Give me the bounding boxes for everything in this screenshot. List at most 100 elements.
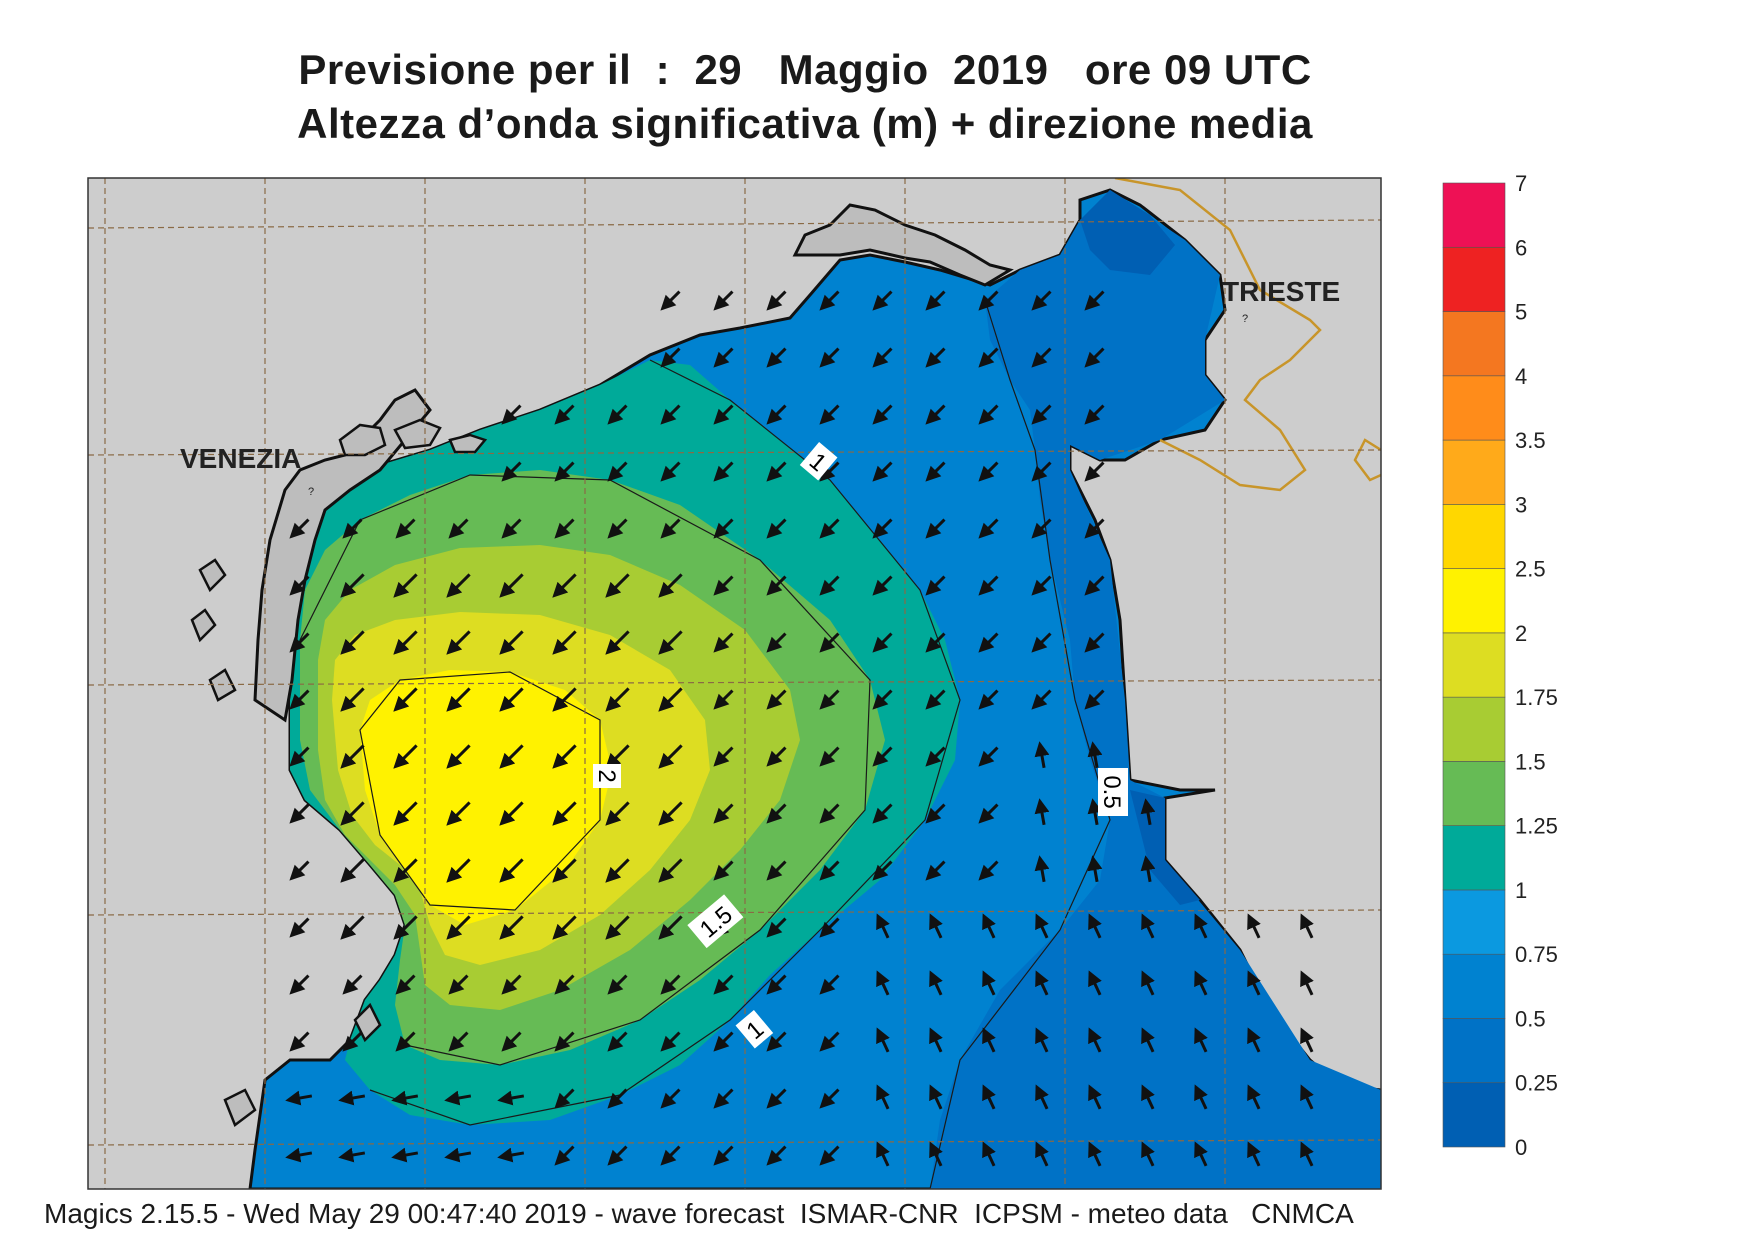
direction-arrow	[978, 860, 999, 881]
direction-arrow	[766, 632, 787, 653]
direction-arrow	[342, 1031, 363, 1052]
direction-arrow	[501, 518, 522, 539]
direction-arrow	[766, 917, 787, 938]
direction-arrow	[713, 803, 734, 824]
direction-arrow	[499, 573, 524, 598]
direction-arrow	[876, 913, 890, 939]
direction-arrow	[446, 801, 471, 826]
direction-arrow	[1087, 741, 1103, 769]
mean-direction-arrows	[285, 290, 1314, 1167]
direction-arrow	[876, 1141, 890, 1167]
direction-arrow	[1141, 970, 1155, 996]
direction-arrow	[448, 1031, 469, 1052]
direction-arrow	[340, 801, 365, 826]
direction-arrow	[1035, 913, 1049, 939]
direction-arrow	[1031, 632, 1052, 653]
direction-arrow	[289, 860, 310, 881]
direction-arrow	[1088, 1084, 1102, 1110]
direction-arrow	[1087, 855, 1103, 883]
direction-arrow	[658, 630, 683, 655]
direction-arrow	[497, 1090, 525, 1106]
direction-arrow	[607, 1145, 628, 1166]
map-title-line2: Altezza d’onda significativa (m) + direz…	[297, 100, 1313, 147]
footer-credits: Magics 2.15.5 - Wed May 29 00:47:40 2019…	[44, 1198, 1354, 1229]
direction-arrow	[929, 1141, 943, 1167]
direction-arrow	[978, 518, 999, 539]
direction-arrow	[925, 575, 946, 596]
direction-arrow	[978, 632, 999, 653]
direction-arrow	[713, 1145, 734, 1166]
direction-arrow	[876, 1084, 890, 1110]
colorbar-swatch	[1442, 632, 1506, 698]
direction-arrow	[1084, 290, 1105, 311]
direction-arrow	[338, 1147, 366, 1163]
direction-arrow	[766, 404, 787, 425]
direction-arrow	[1031, 575, 1052, 596]
direction-arrow	[819, 746, 840, 767]
colorbar-tick-label: 0.25	[1515, 1071, 1558, 1096]
direction-arrow	[872, 746, 893, 767]
colorbar: 7 6 5 4 3.5 3 2.5 2 1.75 1.5 1.25 1 0.75 0.5 0.25 0	[1442, 171, 1558, 1160]
direction-arrow	[448, 974, 469, 995]
direction-arrow	[1088, 970, 1102, 996]
colorbar-tick-label: 4	[1515, 364, 1527, 389]
direction-arrow	[819, 1088, 840, 1109]
colorbar-tick-label: 2.5	[1515, 557, 1546, 582]
direction-arrow	[393, 687, 418, 712]
direction-arrow	[1247, 1141, 1261, 1167]
direction-arrow	[552, 630, 577, 655]
colorbar-tick-label: 1.25	[1515, 814, 1558, 839]
direction-arrow	[660, 461, 681, 482]
direction-arrow	[929, 970, 943, 996]
direction-arrow	[766, 575, 787, 596]
direction-arrow	[929, 1084, 943, 1110]
direction-arrow	[446, 858, 471, 883]
direction-arrow	[393, 573, 418, 598]
lagoon-islands	[190, 418, 488, 1127]
direction-arrow	[605, 858, 630, 883]
direction-arrow	[819, 860, 840, 881]
direction-arrow	[1035, 1141, 1049, 1167]
direction-arrow	[554, 1145, 575, 1166]
direction-arrow	[552, 801, 577, 826]
direction-arrow	[766, 689, 787, 710]
direction-arrow	[1194, 913, 1208, 939]
direction-arrow	[501, 974, 522, 995]
direction-arrow	[872, 632, 893, 653]
direction-arrow	[501, 461, 522, 482]
direction-arrow	[978, 461, 999, 482]
direction-arrow	[925, 461, 946, 482]
direction-arrow	[554, 1031, 575, 1052]
direction-arrow	[925, 290, 946, 311]
direction-arrow	[393, 744, 418, 769]
direction-arrow	[1088, 1141, 1102, 1167]
direction-arrow	[1300, 970, 1314, 996]
direction-arrow	[444, 1090, 472, 1106]
direction-arrow	[1035, 1027, 1049, 1053]
svg-text:0.5: 0.5	[1098, 775, 1125, 808]
direction-arrow	[1140, 798, 1156, 826]
direction-arrow	[1031, 461, 1052, 482]
direction-arrow	[1194, 970, 1208, 996]
colorbar-swatch	[1442, 311, 1506, 377]
direction-arrow	[393, 801, 418, 826]
direction-arrow	[872, 860, 893, 881]
direction-arrow	[607, 974, 628, 995]
direction-arrow	[1088, 1027, 1102, 1053]
city-marker-venezia: ?	[308, 486, 314, 498]
direction-arrow	[1084, 689, 1105, 710]
direction-arrow	[605, 630, 630, 655]
direction-arrow	[713, 518, 734, 539]
direction-arrow	[446, 630, 471, 655]
direction-arrow	[929, 913, 943, 939]
colorbar-swatch	[1442, 246, 1506, 312]
direction-arrow	[766, 974, 787, 995]
direction-arrow	[340, 573, 365, 598]
direction-arrow	[1035, 1084, 1049, 1110]
direction-arrow	[766, 461, 787, 482]
direction-arrow	[1035, 970, 1049, 996]
direction-arrow	[448, 518, 469, 539]
direction-arrow	[978, 803, 999, 824]
direction-arrow	[289, 518, 310, 539]
direction-arrow	[660, 347, 681, 368]
